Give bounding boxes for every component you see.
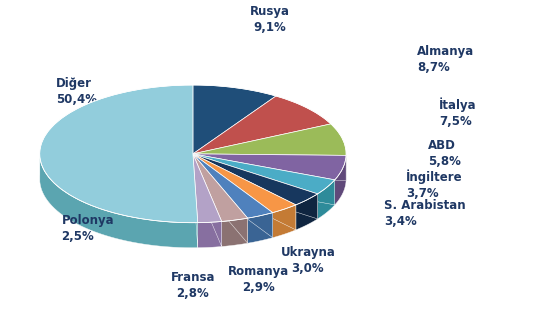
Polygon shape xyxy=(193,154,248,243)
Polygon shape xyxy=(193,154,317,219)
Polygon shape xyxy=(193,154,222,246)
Polygon shape xyxy=(193,154,198,248)
Polygon shape xyxy=(193,154,198,248)
Polygon shape xyxy=(193,154,296,230)
Polygon shape xyxy=(193,154,346,180)
Polygon shape xyxy=(193,154,222,246)
Polygon shape xyxy=(193,154,317,219)
Polygon shape xyxy=(193,154,335,205)
Polygon shape xyxy=(248,213,273,243)
Text: Romanya
2,9%: Romanya 2,9% xyxy=(228,265,289,294)
Polygon shape xyxy=(193,154,273,238)
Polygon shape xyxy=(193,154,296,213)
Text: Rusya
9,1%: Rusya 9,1% xyxy=(250,5,289,34)
Polygon shape xyxy=(222,218,248,246)
Text: Almanya
8,7%: Almanya 8,7% xyxy=(417,45,475,74)
Text: Polonya
2,5%: Polonya 2,5% xyxy=(62,214,114,244)
Polygon shape xyxy=(193,154,335,205)
Polygon shape xyxy=(193,154,296,230)
Polygon shape xyxy=(40,85,198,223)
Polygon shape xyxy=(317,180,335,219)
Polygon shape xyxy=(193,154,335,194)
Text: Ukrayna
3,0%: Ukrayna 3,0% xyxy=(280,246,336,275)
Polygon shape xyxy=(193,154,273,238)
Ellipse shape xyxy=(40,110,346,248)
Text: ABD
5,8%: ABD 5,8% xyxy=(428,139,461,168)
Polygon shape xyxy=(193,154,317,205)
Text: Fransa
2,8%: Fransa 2,8% xyxy=(170,271,215,300)
Text: İtalya
7,5%: İtalya 7,5% xyxy=(439,98,477,128)
Polygon shape xyxy=(273,205,296,238)
Polygon shape xyxy=(193,154,248,222)
Polygon shape xyxy=(193,154,222,223)
Polygon shape xyxy=(193,154,346,180)
Polygon shape xyxy=(198,222,222,248)
Polygon shape xyxy=(193,154,273,218)
Polygon shape xyxy=(193,124,346,156)
Polygon shape xyxy=(193,96,331,154)
Text: Diğer
50,4%: Diğer 50,4% xyxy=(56,77,97,106)
Polygon shape xyxy=(193,85,276,154)
Polygon shape xyxy=(40,157,198,248)
Text: S. Arabistan
3,4%: S. Arabistan 3,4% xyxy=(384,199,466,228)
Polygon shape xyxy=(335,156,346,205)
Polygon shape xyxy=(296,194,317,230)
Text: İngiltere
3,7%: İngiltere 3,7% xyxy=(406,170,463,200)
Polygon shape xyxy=(193,154,346,180)
Polygon shape xyxy=(193,154,248,243)
